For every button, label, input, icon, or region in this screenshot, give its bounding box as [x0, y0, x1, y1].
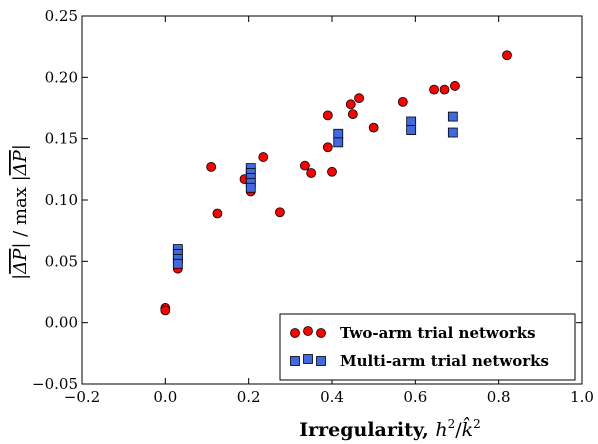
legend: Two-arm trial networks Multi-arm trial n…: [279, 313, 576, 381]
two-arm-point: [368, 122, 379, 133]
two-arm-point: [306, 168, 317, 178]
x-axis-label-text: Irregularity,: [299, 419, 435, 441]
legend-entry-multi-arm: Multi-arm trial networks: [290, 352, 549, 370]
multi-arm-point: [447, 127, 458, 138]
multi-arm-point: [447, 111, 458, 122]
multi-arm-point: [406, 125, 417, 135]
multi-arm-point: [172, 258, 183, 269]
two-arm-point: [258, 152, 269, 162]
two-arm-point: [322, 110, 333, 121]
two-arm-point: [502, 50, 512, 61]
x-tick-label: 0.4: [320, 388, 344, 406]
svg-text:Irregularity, h2/k̂2: Irregularity, h2/k̂2: [299, 416, 481, 441]
y-tick-label: 0.20: [45, 68, 78, 86]
two-arm-point: [300, 160, 310, 171]
legend-box: [279, 313, 576, 381]
legend-marker: [290, 328, 300, 338]
two-arm-point: [347, 109, 358, 120]
x-tick-label: 1.0: [570, 388, 594, 406]
x-tick-label: 0.8: [487, 388, 511, 406]
legend-label: Multi-arm trial networks: [340, 352, 549, 370]
two-arm-point: [160, 305, 171, 316]
chart-marks: [160, 50, 512, 316]
two-arm-point: [345, 99, 356, 110]
two-arm-point: [322, 142, 333, 153]
two-arm-point: [206, 161, 217, 172]
two-arm-point: [354, 93, 364, 104]
legend-marker: [290, 356, 300, 366]
x-tick-label: 0.6: [403, 388, 427, 406]
svg-text:|ΔP| / max |ΔP|: |ΔP| / max |ΔP|: [10, 144, 31, 280]
two-arm-point: [275, 207, 285, 218]
legend-entry-two-arm: Two-arm trial networks: [290, 324, 536, 342]
multi-arm-point: [406, 116, 417, 127]
axis-ticks: −0.2 0.0 0.2 0.4 0.6 0.8 1.0 −0.05 0.00 0.05 0.10 0…: [32, 7, 594, 406]
legend-marker: [316, 356, 326, 366]
two-arm-point: [439, 84, 450, 95]
y-tick-label: 0.15: [45, 130, 78, 148]
y-tick-label: 0.00: [45, 314, 78, 332]
x-axis-label: Irregularity, h2/k̂2: [299, 416, 481, 441]
multi-arm-point: [333, 137, 344, 148]
y-tick-label: −0.05: [32, 375, 78, 393]
x-tick-label: −0.2: [64, 388, 100, 406]
x-tick-label: 0.0: [153, 388, 177, 406]
two-arm-point: [327, 166, 337, 177]
legend-marker: [316, 328, 326, 338]
legend-label: Two-arm trial networks: [340, 324, 536, 342]
y-tick-label: 0.05: [45, 252, 78, 270]
legend-marker: [303, 354, 313, 364]
y-tick-label: 0.25: [45, 7, 78, 25]
two-arm-point: [212, 208, 223, 219]
two-arm-point: [429, 84, 439, 95]
multi-arm-point: [333, 128, 344, 139]
x-tick-label: 0.2: [237, 388, 261, 406]
two-arm-point: [397, 96, 408, 107]
legend-marker: [303, 326, 313, 336]
two-arm-point: [450, 81, 460, 91]
y-axis-label: |ΔP| / max |ΔP|: [10, 144, 31, 280]
multi-arm-point: [245, 182, 256, 193]
y-tick-label: 0.10: [45, 191, 78, 209]
